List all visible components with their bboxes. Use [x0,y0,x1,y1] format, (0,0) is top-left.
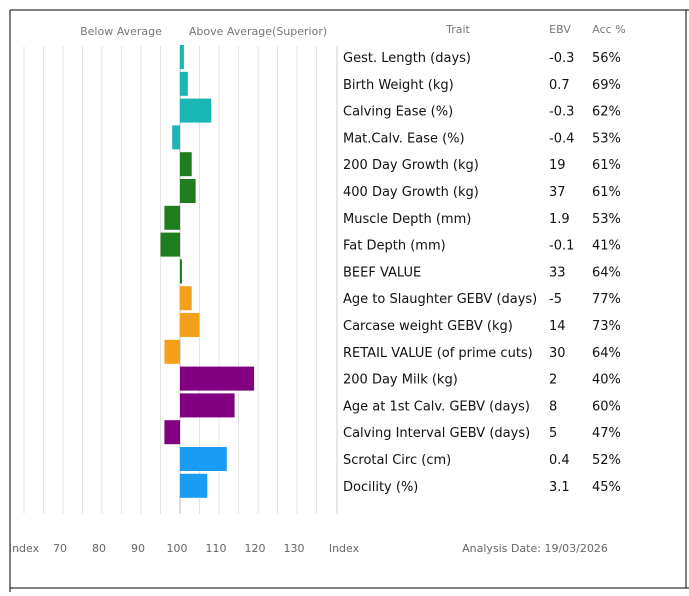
ebv-value: 33 [549,265,566,280]
acc-value: 47% [592,426,621,441]
ebv-column-header: EBV [549,23,571,36]
acc-column-header: Acc % [592,23,625,36]
bar [160,232,180,257]
ebv-value: 30 [549,346,566,361]
x-tick-label: 90 [131,542,145,555]
acc-value: 60% [592,399,621,414]
ebv-value: 37 [549,185,566,200]
trait-column-header: Trait [445,23,470,36]
trait-label: Calving Interval GEBV (days) [343,426,530,441]
below-average-header: Below Average [80,25,162,38]
ebv-value: -0.3 [549,105,574,120]
acc-value: 61% [592,185,621,200]
x-axis-label-left: Index [9,542,40,555]
bar [180,152,192,177]
bar [180,393,235,418]
x-axis-label-right: Index [329,542,360,555]
acc-value: 56% [592,51,621,66]
bar [180,286,192,311]
ebv-value: -0.4 [549,131,574,146]
x-tick-labels: 70 80 90 100 110 120 130 [53,542,305,555]
acc-value: 52% [592,453,621,468]
acc-value: 45% [592,480,621,495]
trait-label: Age at 1st Calv. GEBV (days) [343,399,530,414]
trait-label: Gest. Length (days) [343,51,471,66]
trait-label: RETAIL VALUE (of prime cuts) [343,346,533,361]
acc-value: 41% [592,239,621,254]
bar [164,205,180,230]
bar [180,71,188,96]
bar [180,259,182,284]
ebv-value: 19 [549,158,566,173]
trait-label: 200 Day Milk (kg) [343,373,458,388]
trait-label: BEEF VALUE [343,265,421,280]
bars [160,45,255,498]
trait-label: 400 Day Growth (kg) [343,185,479,200]
x-tick-label: 120 [245,542,266,555]
acc-value: 53% [592,212,621,227]
trait-label: Scrotal Circ (cm) [343,453,451,468]
ebv-value: 8 [549,399,557,414]
acc-value: 61% [592,158,621,173]
trait-label: 200 Day Growth (kg) [343,158,479,173]
ebv-value: 1.9 [549,212,570,227]
ebv-value: 3.1 [549,480,570,495]
acc-value: 73% [592,319,621,334]
ebv-value: 0.7 [549,78,570,93]
bar [180,473,208,498]
trait-label: Mat.Calv. Ease (%) [343,131,465,146]
acc-value: 62% [592,105,621,120]
ebv-value: -0.1 [549,239,574,254]
acc-value: 64% [592,346,621,361]
above-average-header: Above Average(Superior) [189,25,327,38]
x-tick-label: 80 [92,542,106,555]
ebv-value: 2 [549,373,557,388]
acc-value: 64% [592,265,621,280]
acc-value: 77% [592,292,621,307]
trait-label: Birth Weight (kg) [343,78,454,93]
ebv-value: -0.3 [549,51,574,66]
ebv-value: -5 [549,292,562,307]
trait-label: Muscle Depth (mm) [343,212,471,227]
ebv-value: 5 [549,426,557,441]
acc-value: 40% [592,373,621,388]
trait-label: Carcase weight GEBV (kg) [343,319,513,334]
bar [180,45,184,69]
trait-label: Docility (%) [343,480,418,495]
trait-label: Age to Slaughter GEBV (days) [343,292,537,307]
x-tick-label: 110 [206,542,227,555]
bar [180,313,200,337]
x-tick-label: 70 [53,542,67,555]
x-tick-label: 130 [284,542,305,555]
ebv-value: 0.4 [549,453,570,468]
ebv-value: 14 [549,319,566,334]
trait-label: Fat Depth (mm) [343,239,446,254]
acc-value: 69% [592,78,621,93]
acc-value: 53% [592,131,621,146]
trait-label: Calving Ease (%) [343,105,453,120]
x-tick-label: 100 [167,542,188,555]
bar [164,420,180,445]
bar [180,366,255,391]
bar [164,339,180,364]
analysis-date: Analysis Date: 19/03/2026 [462,542,608,555]
bar [180,447,227,471]
bar [180,179,196,203]
bar [180,98,212,123]
bar [172,125,180,150]
trait-rows: Gest. Length (days) -0.3 56% Birth Weight (… [343,51,621,495]
